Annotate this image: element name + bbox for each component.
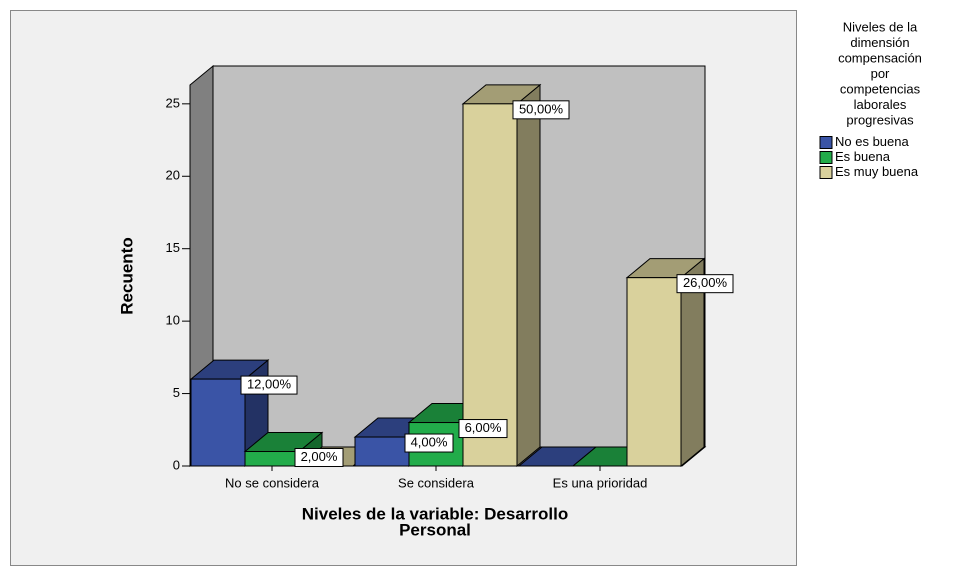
y-tick-label: 25 <box>166 95 180 110</box>
y-tick-label: 20 <box>166 168 180 183</box>
data-label: 12,00% <box>247 377 292 392</box>
data-label-box <box>294 448 344 468</box>
data-label-box <box>240 375 298 395</box>
legend-title: por <box>871 66 890 81</box>
legend-label: Es buena <box>835 149 891 164</box>
data-label: 50,00% <box>519 101 564 116</box>
data-label-box <box>676 274 734 294</box>
y-tick-label: 0 <box>173 457 180 472</box>
data-label: 4,00% <box>411 434 448 449</box>
y-axis-title: Recuento <box>117 237 136 314</box>
y-tick-label: 15 <box>166 240 180 255</box>
bar <box>190 378 246 467</box>
legend-swatch <box>819 136 833 149</box>
bar-side <box>516 83 541 468</box>
x-axis-title: Niveles de la variable: Desarrollo <box>302 504 568 523</box>
data-label-box <box>512 100 570 120</box>
bar <box>626 277 682 467</box>
legend-title: dimensión <box>850 35 909 50</box>
x-tick-label: No se considera <box>225 475 320 490</box>
legend-swatch <box>819 166 833 179</box>
legend-title: Niveles de la <box>843 19 918 34</box>
bar <box>244 451 300 467</box>
x-axis-title: Personal <box>399 520 471 539</box>
legend-label: Es muy buena <box>835 164 919 179</box>
bar <box>354 436 410 467</box>
data-label-box <box>404 433 454 453</box>
x-tick-label: Es una prioridad <box>553 475 648 490</box>
legend-title: compensación <box>838 50 922 65</box>
data-label: 2,00% <box>301 449 338 464</box>
x-tick-label: Se considera <box>398 475 475 490</box>
data-label: 6,00% <box>465 420 502 435</box>
legend-title: progresivas <box>846 112 914 127</box>
data-label: 26,00% <box>683 275 728 290</box>
legend-title: competencias <box>840 81 921 96</box>
legend-swatch <box>819 151 833 164</box>
y-tick-label: 10 <box>166 313 180 328</box>
legend-title: laborales <box>854 97 907 112</box>
bar <box>462 103 518 467</box>
data-label-box <box>458 419 508 439</box>
legend-label: No es buena <box>835 134 909 149</box>
y-tick-label: 5 <box>173 385 180 400</box>
